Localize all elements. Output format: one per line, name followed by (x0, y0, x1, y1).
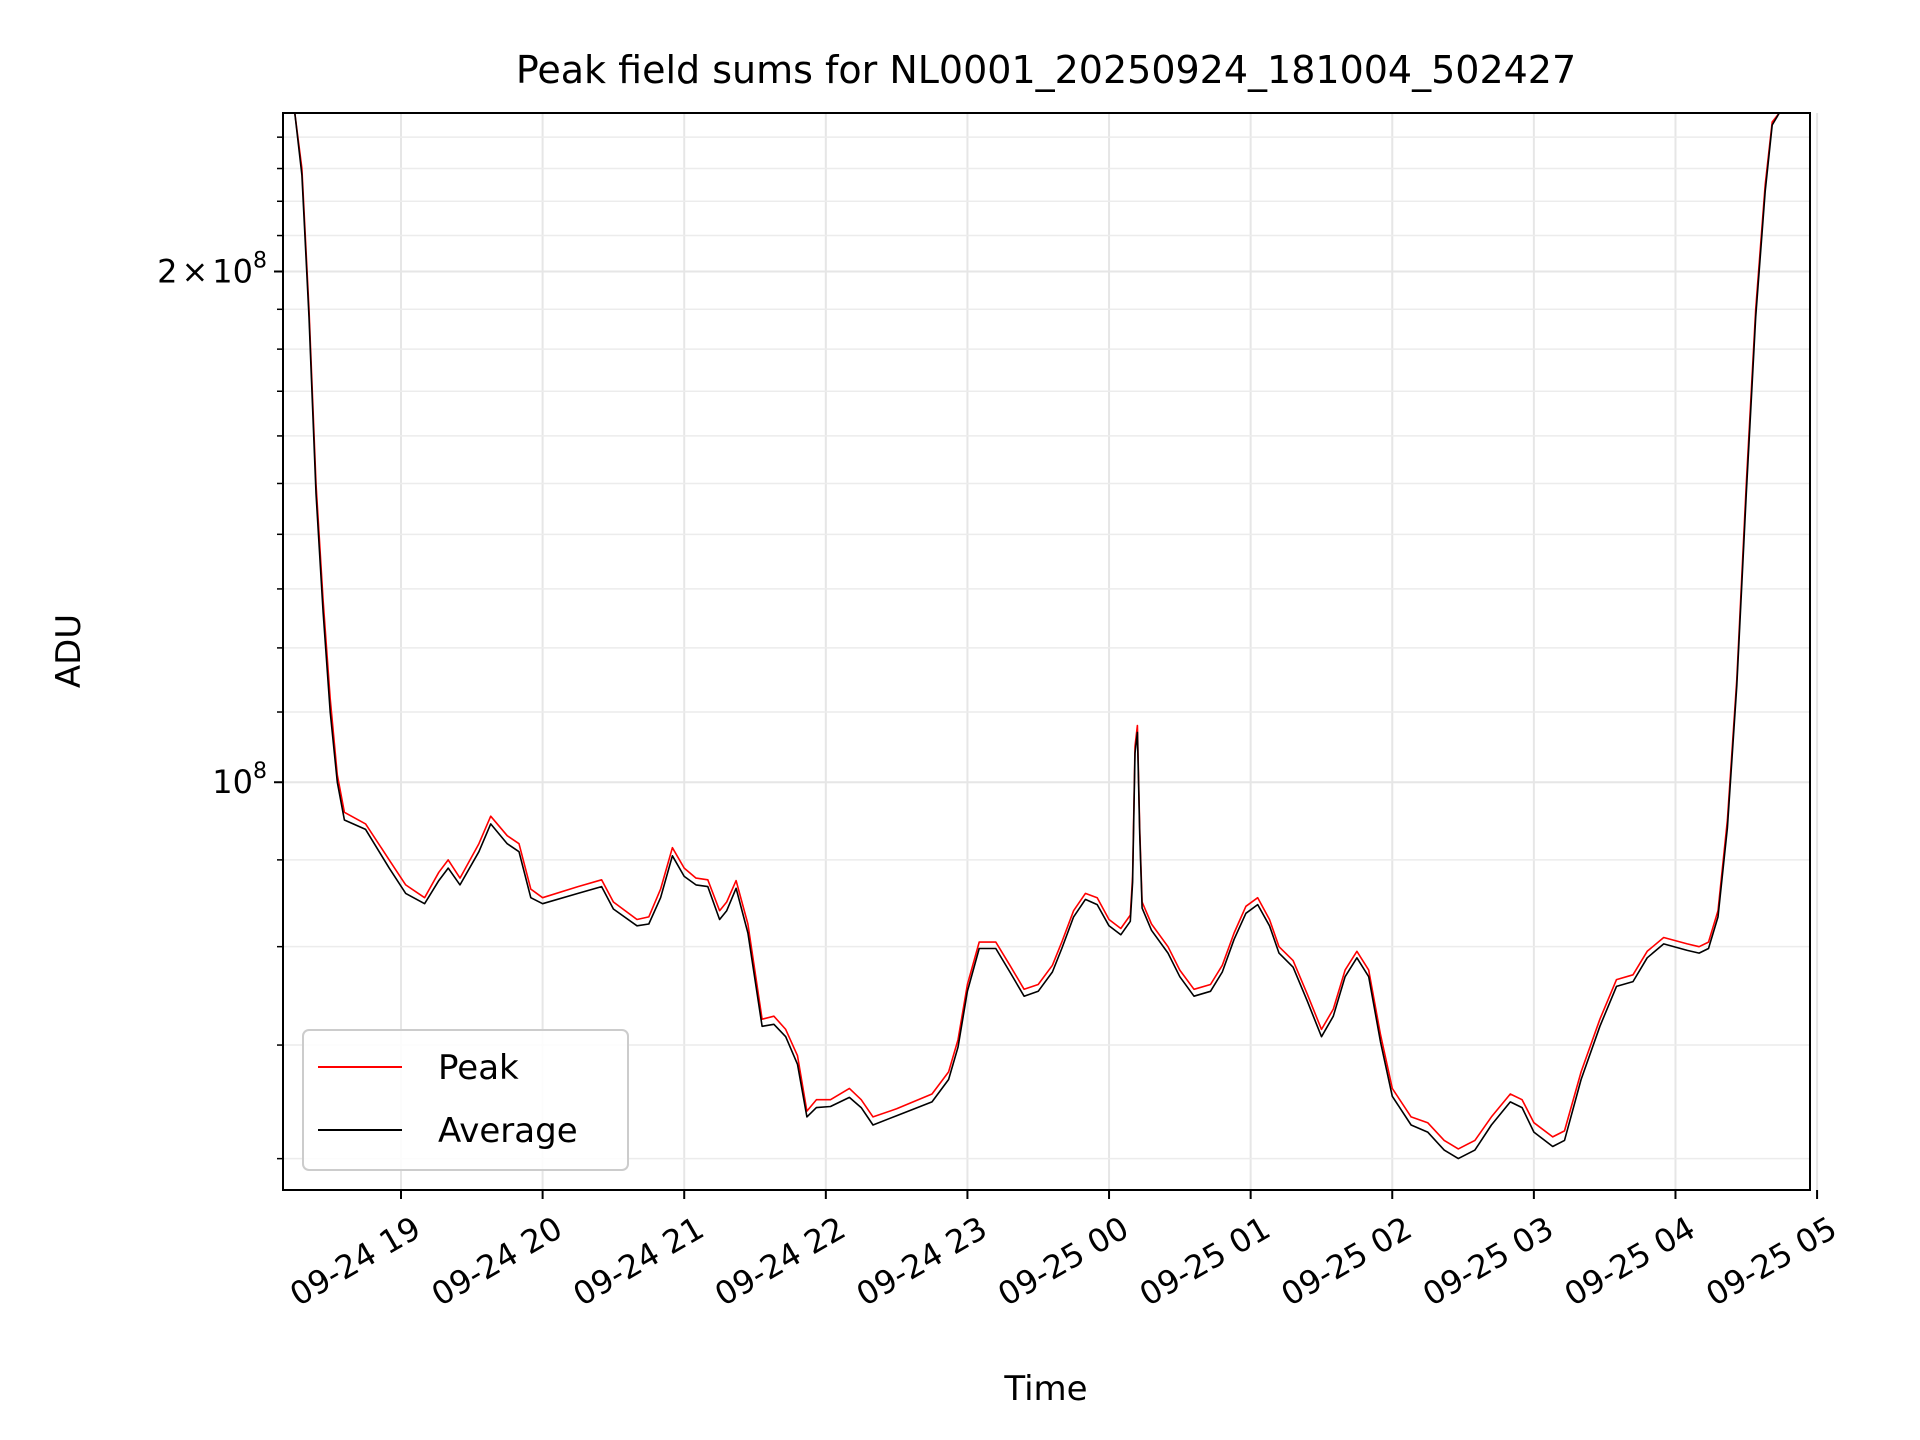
plot-frame (282, 112, 1811, 1191)
grid (283, 113, 1819, 1190)
y-axis-label: ADU (49, 614, 89, 688)
series-line-average (283, 112, 1810, 1160)
y-axis: 108 2 × 108 (157, 136, 283, 1160)
y-tick-label: 2 × 108 (157, 249, 267, 291)
legend-label-average: Average (438, 1111, 578, 1151)
series-line-peak (283, 112, 1810, 1150)
legend-label-peak: Peak (438, 1048, 519, 1088)
y-tick-label: 108 (212, 759, 267, 801)
chart-title: Peak field sums for NL0001_20250924_1810… (516, 48, 1576, 92)
x-axis-label: Time (1003, 1369, 1087, 1409)
series-group (283, 112, 1810, 1160)
legend-box (302, 1029, 629, 1171)
legend: Peak Average (302, 1029, 629, 1171)
